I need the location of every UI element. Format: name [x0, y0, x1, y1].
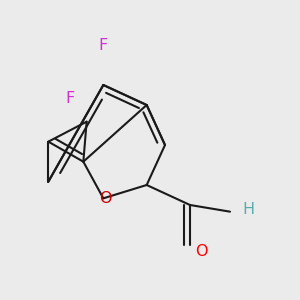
Text: O: O [195, 244, 208, 259]
Text: H: H [242, 202, 254, 217]
Text: O: O [99, 191, 111, 206]
Text: F: F [99, 38, 108, 52]
Text: F: F [65, 91, 75, 106]
